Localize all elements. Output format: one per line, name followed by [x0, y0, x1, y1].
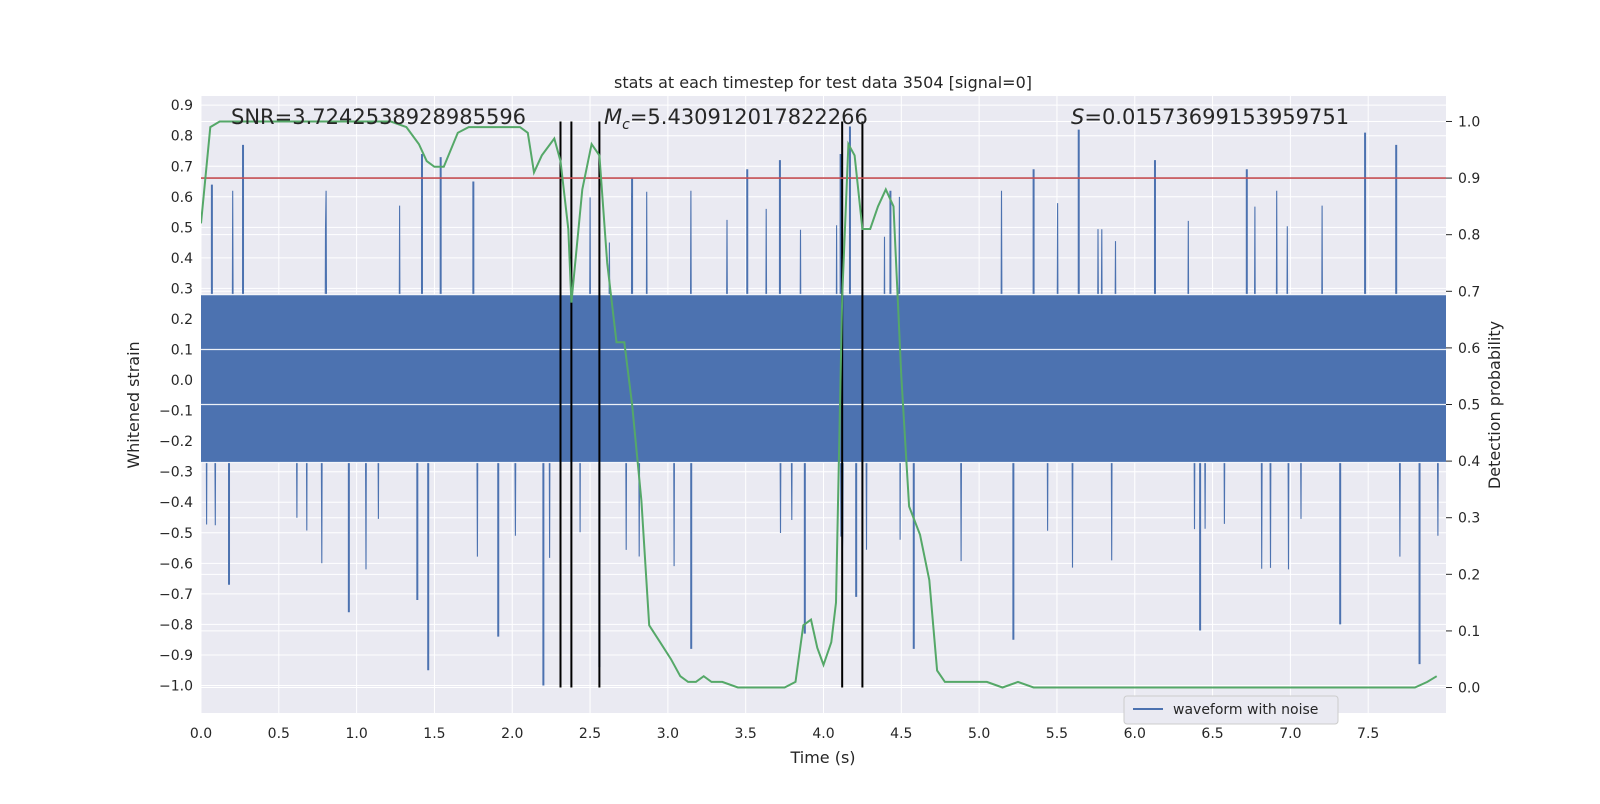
s-symbol: S	[1071, 105, 1084, 129]
y-tick-label: 0.0	[171, 373, 193, 389]
y2-tick-label: 0.7	[1458, 284, 1480, 300]
x-tick-label: 5.5	[1046, 726, 1068, 742]
x-tick-label: 3.0	[657, 726, 679, 742]
legend: waveform with noise	[1123, 695, 1339, 725]
y2-tick-label: 0.4	[1458, 454, 1480, 470]
chirp-mass-symbol: M	[604, 105, 622, 129]
y2-tick-label: 0.6	[1458, 341, 1480, 357]
x-tick-label: 2.5	[579, 726, 601, 742]
y-tick-label: −0.6	[159, 556, 193, 572]
chirp-mass-subscript: c	[622, 117, 630, 133]
vertical-markers	[559, 121, 864, 688]
legend-box	[1123, 695, 1339, 725]
x-tick-label: 4.5	[890, 726, 912, 742]
x-tick-label: 6.5	[1201, 726, 1223, 742]
s-annotation: S=0.01573699153959751	[1071, 105, 1349, 129]
x-tick-label: 7.0	[1279, 726, 1301, 742]
x-tick-label: 0.5	[268, 726, 290, 742]
x-tick-label: 5.0	[968, 726, 990, 742]
y2-tick-label: 0.9	[1458, 171, 1480, 187]
y2-tick-label: 0.1	[1458, 624, 1480, 640]
s-value: =0.01573699153959751	[1084, 105, 1349, 129]
x-axis-ticks: 0.0 0.5 1.0 1.5 2.0 2.5 3.0 3.5 4.0 4.5 5.0 5.5 6.0 6…	[190, 726, 1379, 742]
snr-annotation: SNR=3.7242538928985596	[231, 105, 526, 129]
y-tick-label: −0.9	[159, 648, 193, 664]
x-axis-label: Time (s)	[789, 748, 855, 767]
y-tick-label: −0.7	[159, 587, 193, 603]
y-tick-label: −0.4	[159, 495, 193, 511]
x-tick-label: 2.0	[501, 726, 523, 742]
y-tick-label: 0.9	[171, 98, 193, 114]
y-tick-label: −0.1	[159, 404, 193, 420]
y-axis-label: Whitened strain	[124, 341, 143, 468]
y-tick-label: 0.4	[171, 251, 193, 267]
x-tick-label: 7.5	[1357, 726, 1379, 742]
y-tick-label: −0.3	[159, 465, 193, 481]
x-tick-label: 1.5	[423, 726, 445, 742]
y-tick-label: 0.2	[171, 312, 193, 328]
y-tick-label: 0.8	[171, 129, 193, 145]
x-tick-label: 4.0	[812, 726, 834, 742]
y2-tick-label: 1.0	[1458, 114, 1480, 130]
chirp-mass-annotation: Mc=5.430912017822266	[604, 105, 868, 133]
x-tick-label: 3.5	[735, 726, 757, 742]
y2-axis-label: Detection probability	[1485, 321, 1504, 489]
y-tick-label: −0.2	[159, 434, 193, 450]
y2-tick-label: 0.5	[1458, 398, 1480, 414]
chart-title: stats at each timestep for test data 350…	[614, 73, 1032, 92]
detection-probability-line	[201, 120, 1438, 689]
x-tick-label: 1.0	[345, 726, 367, 742]
waveform-band-fill	[201, 294, 1446, 463]
y-tick-label: 0.3	[171, 281, 193, 297]
y-tick-label: −0.5	[159, 526, 193, 542]
legend-label-waveform: waveform with noise	[1173, 702, 1318, 718]
y-tick-label: −1.0	[159, 679, 193, 695]
y2-tick-label: 0.8	[1458, 228, 1480, 244]
x-tick-label: 0.0	[190, 726, 212, 742]
y2-tick-label: 0.2	[1458, 567, 1480, 583]
y-tick-label: 0.1	[171, 343, 193, 359]
y-tick-label: 0.5	[171, 220, 193, 236]
waveform-dense-band	[201, 293, 1446, 464]
y-axis-ticks: 0.9 0.8 0.7 0.6 0.5 0.4 0.3 0.2 0.1 0.0 −0.1 −0.2 −0…	[159, 98, 193, 694]
y2-tick-label: 0.3	[1458, 511, 1480, 527]
x-tick-label: 6.0	[1124, 726, 1146, 742]
y-tick-label: 0.7	[171, 159, 193, 175]
y-tick-label: 0.6	[171, 190, 193, 206]
chirp-mass-value: =5.430912017822266	[630, 105, 868, 129]
y2-axis-ticks: 0.0 0.1 0.2 0.3 0.4 0.5 0.6 0.7 0.8 0.9 1.0	[1446, 114, 1480, 697]
y-tick-label: −0.8	[159, 617, 193, 633]
y2-tick-label: 0.0	[1458, 681, 1480, 697]
